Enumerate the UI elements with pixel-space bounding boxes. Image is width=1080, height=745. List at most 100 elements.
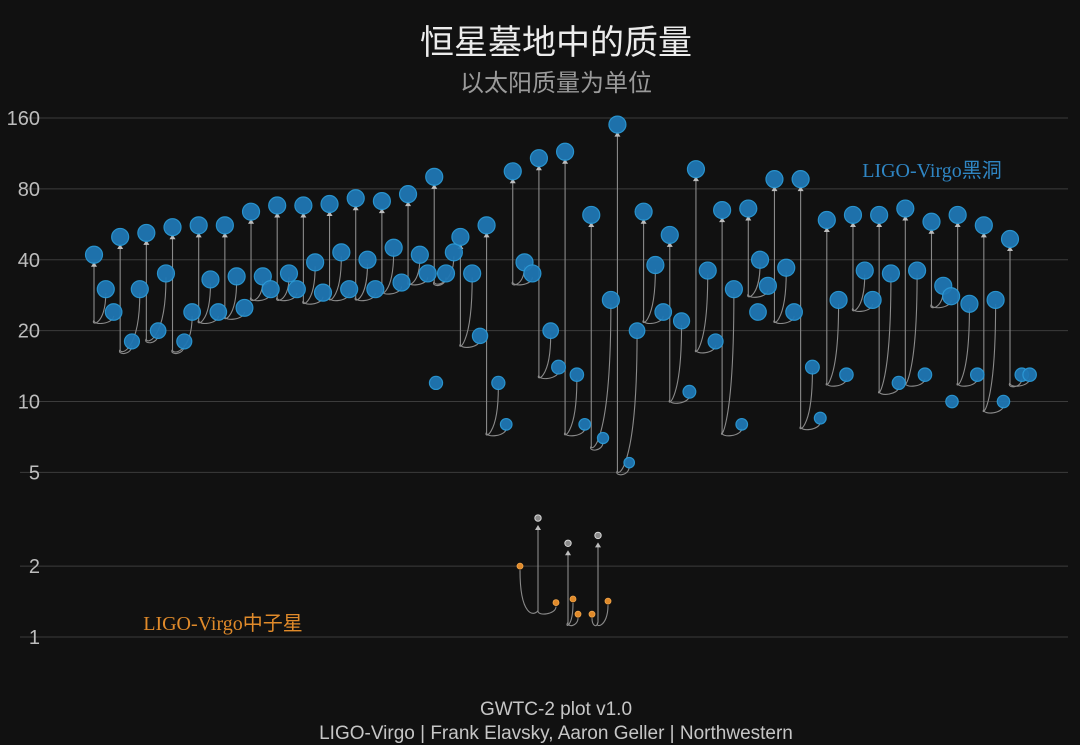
bh-secondary-point bbox=[499, 417, 513, 431]
bh-remnant-point bbox=[791, 170, 810, 189]
arc-arrowhead bbox=[823, 227, 830, 233]
bh-secondary-point bbox=[785, 303, 803, 321]
bh-remnant-point bbox=[765, 170, 784, 189]
bh-remnant-point bbox=[346, 189, 365, 208]
merger-arcs bbox=[91, 131, 1031, 627]
arc-arrowhead bbox=[745, 215, 752, 221]
merger-arc bbox=[591, 543, 609, 627]
bh-primary-point bbox=[672, 312, 691, 330]
ns-secondary-point bbox=[552, 599, 560, 606]
bh-primary-point bbox=[596, 431, 610, 445]
arc-arrowhead bbox=[326, 211, 333, 217]
arc-arrowhead bbox=[640, 218, 647, 224]
bh-primary-point bbox=[569, 367, 585, 383]
y-tick-label: 5 bbox=[29, 462, 40, 484]
bh-remnant-point bbox=[529, 149, 549, 168]
merger-arc bbox=[799, 187, 821, 431]
bh-remnant-point bbox=[320, 194, 339, 214]
bh-remnant-point bbox=[1000, 229, 1020, 249]
chart-title: 恒星墓地中的质量 bbox=[420, 23, 692, 63]
arc-arrowhead bbox=[666, 241, 673, 247]
bh-primary-point bbox=[855, 261, 874, 280]
bh-remnant-point bbox=[372, 191, 391, 211]
merger-arc bbox=[519, 526, 557, 615]
arc-arrowhead bbox=[483, 232, 490, 238]
arc-arrowhead bbox=[195, 232, 202, 238]
bh-primary-point bbox=[646, 255, 665, 275]
bh-secondary-point bbox=[523, 264, 542, 283]
bh-remnant-point bbox=[84, 245, 104, 264]
bh-secondary-point bbox=[104, 303, 123, 321]
footer-credits: LIGO-Virgo | Frank Elavsky, Aaron Geller… bbox=[319, 723, 793, 744]
bh-primary-point bbox=[777, 258, 796, 277]
bh-secondary-point bbox=[996, 394, 1011, 409]
chart-subtitle: 以太阳质量为单位 bbox=[460, 69, 652, 97]
arc-arrowhead bbox=[928, 228, 935, 234]
bh-remnant-point bbox=[451, 227, 470, 247]
bh-primary-point bbox=[986, 290, 1005, 310]
arc-arrowhead bbox=[902, 215, 909, 221]
arc-arrowhead bbox=[876, 221, 883, 227]
bh-primary-point bbox=[279, 264, 299, 283]
bh-primary-point bbox=[750, 250, 770, 269]
bh-primary-point bbox=[176, 333, 193, 350]
bh-remnant-point bbox=[634, 202, 653, 221]
bh-secondary-point bbox=[235, 298, 254, 317]
ns-remnant-point bbox=[594, 531, 602, 540]
bh-primary-point bbox=[227, 267, 246, 286]
bh-secondary-point bbox=[471, 327, 489, 345]
bh-remnant-point bbox=[503, 162, 522, 181]
bh-primary-point bbox=[542, 322, 560, 340]
merger-arc bbox=[616, 132, 638, 476]
bh-secondary-point bbox=[682, 384, 697, 399]
y-axis-ticks: 1 2 5 10 20 40 80 160 bbox=[7, 108, 40, 649]
bh-secondary-point bbox=[551, 359, 567, 375]
merger-arc bbox=[563, 159, 586, 437]
bh-remnant-point bbox=[948, 205, 967, 225]
bh-secondary-point bbox=[891, 375, 906, 391]
bh-remnant-point bbox=[713, 201, 732, 220]
y-tick-label: 2 bbox=[29, 556, 40, 578]
arc-arrowhead bbox=[595, 542, 601, 548]
bh-remnant-point bbox=[660, 225, 679, 245]
arc-arrowhead bbox=[117, 243, 124, 249]
arc-arrowhead bbox=[300, 212, 307, 218]
bh-secondary-point bbox=[209, 303, 228, 321]
bh-primary-point bbox=[306, 253, 325, 272]
ns-primary-point bbox=[569, 595, 577, 603]
merger-arc bbox=[982, 233, 1005, 414]
bh-primary-point bbox=[410, 245, 429, 264]
bh-primary-point bbox=[829, 290, 848, 310]
ns-primary-point bbox=[604, 597, 612, 605]
bh-remnant-point bbox=[137, 223, 156, 243]
y-tick-label: 20 bbox=[18, 321, 40, 343]
arc-arrowhead bbox=[771, 186, 778, 192]
bh-remnant-point bbox=[294, 196, 313, 215]
bh-primary-point bbox=[123, 333, 141, 350]
arc-arrowhead bbox=[248, 218, 255, 224]
bh-remnant-point bbox=[582, 205, 601, 225]
bh-primary-point bbox=[436, 264, 456, 283]
legend-label-black-holes: LIGO-Virgo黑洞 bbox=[862, 159, 1002, 182]
bh-remnant-point bbox=[974, 216, 993, 235]
arc-arrowhead bbox=[535, 525, 541, 531]
merger-arc bbox=[773, 187, 795, 325]
bh-primary-point bbox=[623, 456, 636, 469]
arc-arrowhead bbox=[221, 232, 228, 238]
bh-primary-point bbox=[332, 243, 351, 262]
arc-arrowhead bbox=[378, 208, 385, 214]
bh-primary-point bbox=[698, 261, 717, 280]
bh-secondary-point bbox=[444, 243, 463, 262]
bh-secondary-point bbox=[628, 322, 646, 340]
merger-arc bbox=[590, 222, 612, 451]
bh-remnant-point bbox=[477, 216, 496, 235]
ns-remnant-point bbox=[534, 514, 542, 522]
ns-remnant-point bbox=[564, 539, 572, 547]
arc-arrowhead bbox=[692, 176, 699, 182]
bh-secondary-point bbox=[863, 290, 882, 310]
bh-secondary-point bbox=[578, 417, 592, 431]
ns-secondary-point bbox=[574, 610, 582, 618]
bh-secondary-point bbox=[156, 264, 176, 283]
arc-arrowhead bbox=[1007, 246, 1013, 252]
